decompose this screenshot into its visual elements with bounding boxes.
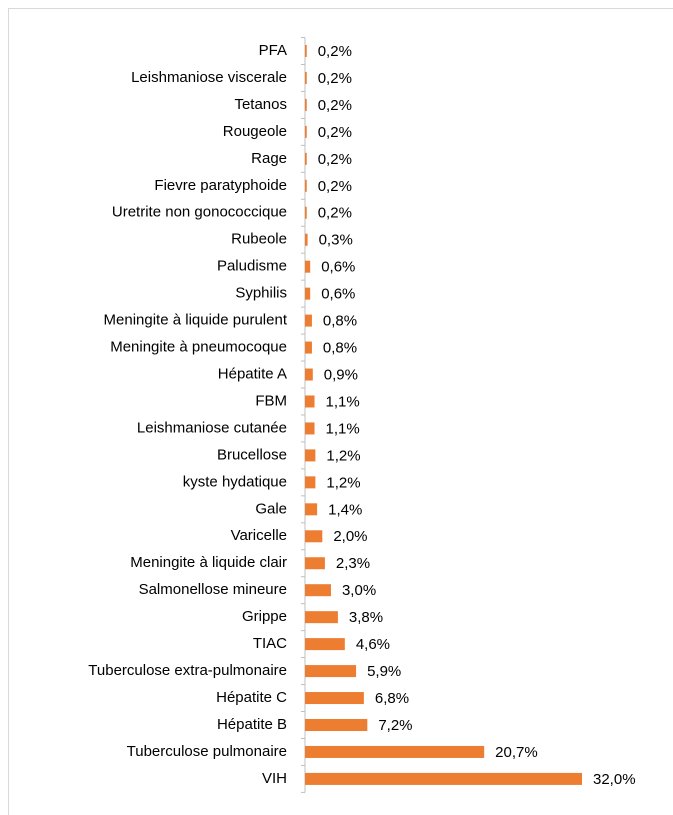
category-label: Meningite à pneumocoque [110, 339, 287, 356]
category-label: Meningite à liquide clair [130, 554, 287, 571]
category-label: Paludisme [217, 258, 287, 275]
bar [305, 206, 307, 219]
data-label: 1,1% [326, 393, 360, 410]
category-label: VIH [262, 770, 287, 787]
bar [305, 530, 323, 543]
category-label: Meningite à liquide purulent [104, 312, 288, 329]
category-label: Syphilis [235, 285, 287, 302]
bar [305, 341, 312, 354]
data-label: 3,8% [349, 609, 383, 626]
category-label: Tetanos [234, 96, 287, 113]
bar [305, 611, 338, 624]
bar [305, 314, 312, 327]
bar [305, 260, 311, 273]
bar [305, 45, 307, 57]
category-label: Hépatite B [217, 716, 287, 733]
category-label: Hépatite C [216, 689, 287, 706]
category-label: Rubeole [231, 231, 287, 248]
bar [305, 449, 316, 462]
data-label: 0,2% [318, 97, 352, 114]
category-label: Leishmaniose cutanée [137, 419, 287, 436]
bar [305, 287, 311, 300]
chart-frame [8, 8, 673, 815]
data-label: 2,0% [333, 528, 367, 545]
bar [305, 772, 582, 785]
data-label: 0,2% [318, 178, 352, 195]
bar [305, 584, 331, 597]
data-label: 5,9% [367, 663, 401, 680]
category-label: kyste hydatique [183, 473, 287, 490]
category-label: Brucellose [217, 446, 287, 463]
bar [305, 125, 307, 138]
data-label: 0,2% [318, 70, 352, 87]
data-label: 0,8% [323, 313, 357, 330]
data-label: 0,9% [324, 366, 358, 383]
bar [305, 638, 345, 651]
data-label: 0,8% [323, 340, 357, 357]
category-label: Grippe [242, 608, 287, 625]
bar [305, 503, 318, 516]
category-label: Fievre paratyphoide [154, 177, 287, 194]
data-label: 0,2% [318, 124, 352, 141]
data-label: 20,7% [495, 744, 538, 761]
data-label: 1,2% [326, 447, 360, 464]
category-label: Tuberculose extra-pulmonaire [88, 662, 287, 679]
data-label: 0,2% [318, 43, 352, 60]
category-label: PFA [259, 42, 287, 59]
bar [305, 665, 357, 678]
bar [305, 152, 307, 165]
data-label: 0,3% [319, 232, 353, 249]
bar [305, 98, 307, 111]
bar [305, 692, 364, 705]
bar [305, 422, 315, 435]
data-label: 4,6% [356, 636, 390, 653]
data-label: 0,6% [321, 286, 355, 303]
data-label: 6,8% [375, 690, 409, 707]
data-label: 2,3% [336, 555, 370, 572]
category-label: Tuberculose pulmonaire [127, 743, 287, 760]
bar [305, 395, 315, 408]
category-label: Leishmaniose viscerale [131, 69, 287, 86]
category-label: Rage [251, 150, 287, 167]
bar [305, 233, 308, 246]
data-label: 0,2% [318, 151, 352, 168]
category-label: Gale [255, 500, 287, 517]
data-label: 32,0% [593, 771, 636, 788]
bar [305, 368, 313, 381]
data-label: 1,2% [326, 474, 360, 491]
category-label: FBM [255, 392, 287, 409]
data-label: 7,2% [378, 717, 412, 734]
bar [305, 745, 485, 758]
bar [305, 71, 307, 84]
data-label: 0,2% [318, 205, 352, 222]
category-label: Uretrite non gonococcique [112, 204, 287, 221]
category-label: Salmonellose mineure [139, 581, 287, 598]
data-label: 1,1% [326, 420, 360, 437]
bar [305, 719, 368, 731]
category-label: Hépatite A [218, 365, 287, 382]
data-label: 3,0% [342, 582, 376, 599]
bar [305, 557, 325, 570]
bar [305, 476, 316, 489]
data-label: 0,6% [321, 259, 355, 276]
data-label: 1,4% [328, 501, 362, 518]
category-label: Varicelle [231, 527, 287, 544]
category-label: Rougeole [223, 123, 287, 140]
bar [305, 179, 307, 192]
category-label: TIAC [253, 635, 287, 652]
